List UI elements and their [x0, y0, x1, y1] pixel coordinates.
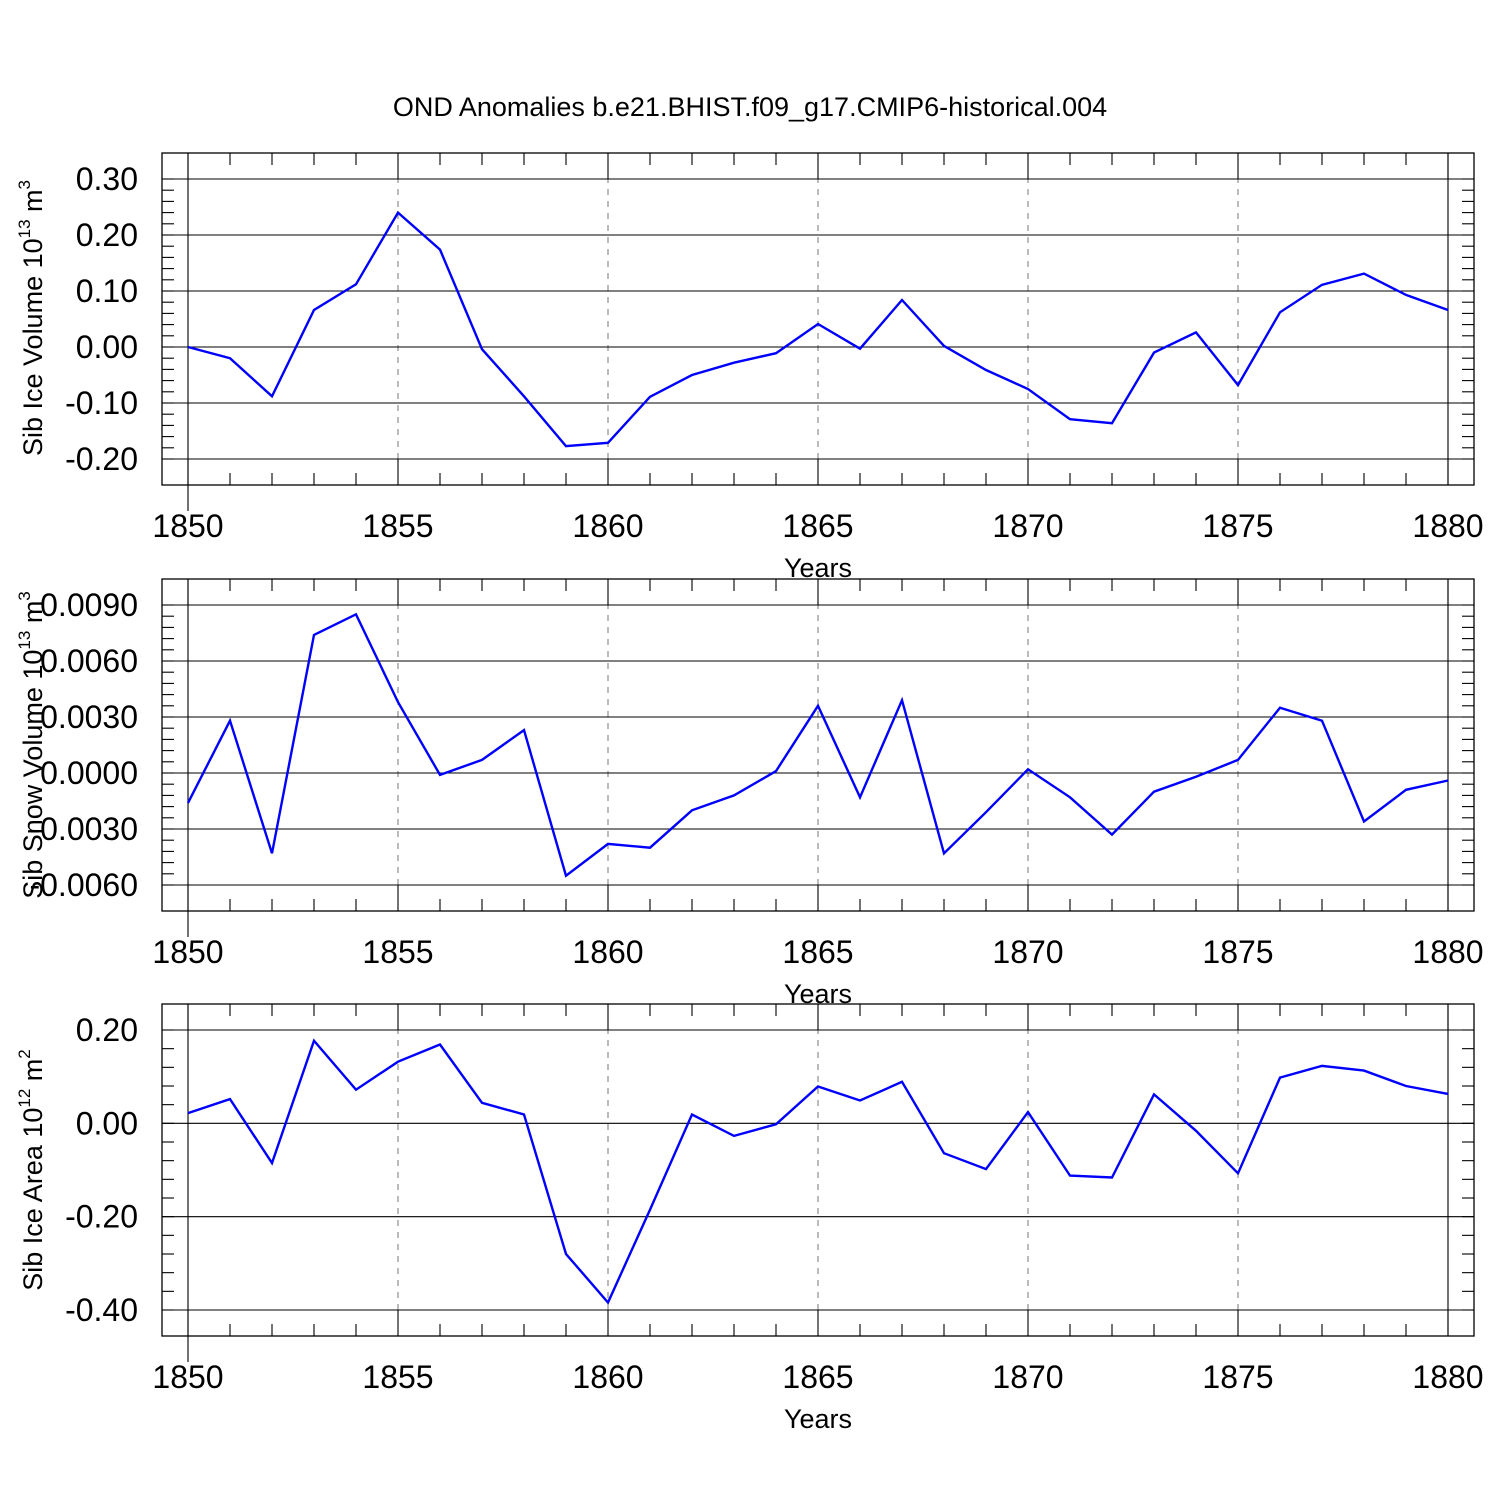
y-tick-label: 0.0030: [40, 699, 138, 735]
x-axis-label: Years: [784, 1404, 852, 1434]
y-tick-label: 0.0090: [40, 587, 138, 623]
y-tick-label: 0.20: [76, 217, 138, 253]
x-tick-label: 1855: [362, 508, 433, 544]
y-tick-label: -0.10: [65, 385, 138, 421]
x-tick-label: 1860: [572, 934, 643, 970]
y-tick-label: 0.0000: [40, 755, 138, 791]
x-tick-label: 1875: [1202, 508, 1273, 544]
x-tick-label: 1870: [992, 508, 1063, 544]
y-tick-label: 0.20: [76, 1012, 138, 1048]
x-tick-label: 1865: [782, 508, 853, 544]
y-tick-label: 0.0060: [40, 643, 138, 679]
y-tick-label: 0.00: [76, 1105, 138, 1141]
x-tick-label: 1870: [992, 1359, 1063, 1395]
x-tick-label: 1860: [572, 1359, 643, 1395]
y-tick-label: -0.20: [65, 1199, 138, 1235]
panel-1: -0.20 -0.10 0.00 0.10 0.20 0.30 1850 1855 1860 18…: [15, 153, 1484, 583]
y-axis-label: Sib Snow Volume 1013 m3: [15, 591, 48, 899]
x-tick-label: 1880: [1412, 1359, 1483, 1395]
x-tick-label: 1875: [1202, 1359, 1273, 1395]
chart-title: OND Anomalies b.e21.BHIST.f09_g17.CMIP6-…: [393, 92, 1107, 122]
x-tick-label: 1865: [782, 934, 853, 970]
panel-3: -0.40 -0.20 0.00 0.20 1850 1855 1860 1865 1870 18…: [15, 1004, 1484, 1434]
x-tick-label: 1880: [1412, 508, 1483, 544]
x-tick-label: 1855: [362, 1359, 433, 1395]
y-tick-label: 0.00: [76, 329, 138, 365]
x-tick-label: 1865: [782, 1359, 853, 1395]
y-tick-label: 0.10: [76, 273, 138, 309]
x-tick-label: 1880: [1412, 934, 1483, 970]
y-axis-label: Sib Ice Volume 1013 m3: [15, 180, 48, 456]
panel-2: -0.0060-0.00300.00000.00300.00600.009018…: [15, 579, 1484, 1009]
y-tick-label: -0.40: [65, 1292, 138, 1328]
y-axis-label: Sib Ice Area 1012 m2: [15, 1049, 48, 1291]
y-tick-label: -0.20: [65, 441, 138, 477]
x-tick-label: 1850: [152, 508, 223, 544]
x-tick-label: 1850: [152, 934, 223, 970]
x-tick-label: 1850: [152, 1359, 223, 1395]
x-tick-label: 1855: [362, 934, 433, 970]
x-tick-label: 1860: [572, 508, 643, 544]
x-tick-label: 1875: [1202, 934, 1273, 970]
series-line: [188, 213, 1448, 447]
x-tick-label: 1870: [992, 934, 1063, 970]
y-tick-label: 0.30: [76, 161, 138, 197]
